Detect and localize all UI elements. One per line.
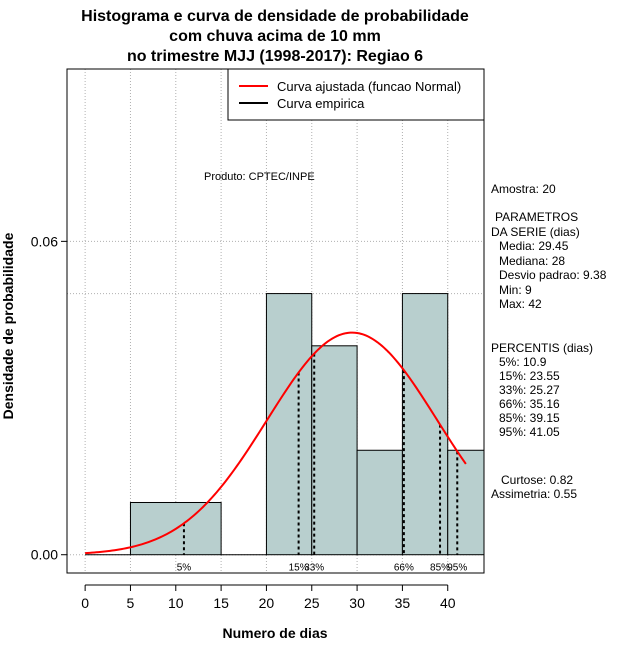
- stat-p5: 5%: 10.9: [499, 355, 547, 369]
- x-tick-label-25: 25: [304, 595, 320, 611]
- chart-title-line-3: no trimestre MJJ (1998-2017): Regiao 6: [127, 48, 423, 65]
- x-tick-label-35: 35: [395, 595, 411, 611]
- y-axis-title: Densidade de probabilidade: [0, 232, 16, 419]
- fitted-curve: [85, 331, 467, 555]
- histogram-bar-2: [265, 293, 313, 556]
- stat-max: Max: 42: [499, 297, 542, 311]
- histogram-bars: [85, 293, 485, 556]
- histogram-bar-4: [356, 449, 403, 556]
- x-tick-label-30: 30: [349, 595, 365, 611]
- legend: Curva ajustada (funcao Normal) Curva emp…: [227, 68, 485, 121]
- x-tick-label-5: 5: [127, 595, 135, 611]
- y-tick-label-0: 0.00: [31, 547, 58, 563]
- product-credit: Produto: CPTEC/INPE: [204, 171, 315, 183]
- stat-mediana: Mediana: 28: [499, 254, 565, 268]
- stat-p66: 66%: 35.16: [499, 397, 560, 411]
- percentile-label-2: 33%: [304, 563, 324, 574]
- x-axis-title: Numero de dias: [222, 625, 327, 641]
- legend-box: [227, 68, 485, 121]
- stat-parametros-title-2: DA SERIE (dias): [491, 225, 580, 239]
- stat-curtose: Curtose: 0.82: [501, 473, 573, 487]
- chart-title-line-2: com chuva acima de 10 mm: [169, 28, 381, 45]
- percentile-label-4: 85%: [430, 563, 450, 574]
- stat-assimetria: Assimetria: 0.55: [491, 487, 577, 501]
- chart-title-line-1: Histograma e curva de densidade de proba…: [81, 8, 469, 25]
- stats-panel: Amostra: 20 PARAMETROS DA SERIE (dias) M…: [491, 182, 607, 501]
- stat-p33: 33%: 25.27: [499, 383, 560, 397]
- normal-curve-line: [85, 331, 467, 555]
- stat-p15: 15%: 23.55: [499, 369, 560, 383]
- percentile-lines: 5% 15%33% 66% 85%95%: [177, 353, 467, 574]
- stat-desvio: Desvio padrao: 9.38: [499, 268, 607, 282]
- x-tick-label-20: 20: [259, 595, 275, 611]
- x-tick-label-15: 15: [213, 595, 229, 611]
- percentile-label-1: 15%: [289, 563, 309, 574]
- percentile-label-0: 5%: [177, 563, 192, 574]
- stat-parametros-title-1: PARAMETROS: [495, 210, 578, 224]
- percentile-label-3: 66%: [394, 563, 414, 574]
- stat-media: Media: 29.45: [499, 239, 569, 253]
- y-tick-label-1: 0.06: [31, 233, 58, 249]
- stat-p85: 85%: 39.15: [499, 411, 560, 425]
- x-tick-label-0: 0: [81, 595, 89, 611]
- y-axis: 0.00 0.06: [31, 233, 68, 563]
- percentile-label-5: 95%: [447, 563, 467, 574]
- legend-label-empirical: Curva empirica: [277, 96, 365, 111]
- x-axis: 0 5 10 15 20 25 30 35 40: [81, 584, 456, 611]
- stat-p95: 95%: 41.05: [499, 425, 560, 439]
- stat-percentis-title: PERCENTIS (dias): [491, 341, 593, 355]
- histogram-bar-6: [447, 449, 485, 556]
- stat-amostra: Amostra: 20: [491, 182, 556, 196]
- legend-label-normal: Curva ajustada (funcao Normal): [277, 79, 461, 94]
- x-tick-label-40: 40: [440, 595, 456, 611]
- stat-min: Min: 9: [499, 283, 532, 297]
- x-tick-label-10: 10: [168, 595, 184, 611]
- histogram-bar-3: [311, 345, 358, 556]
